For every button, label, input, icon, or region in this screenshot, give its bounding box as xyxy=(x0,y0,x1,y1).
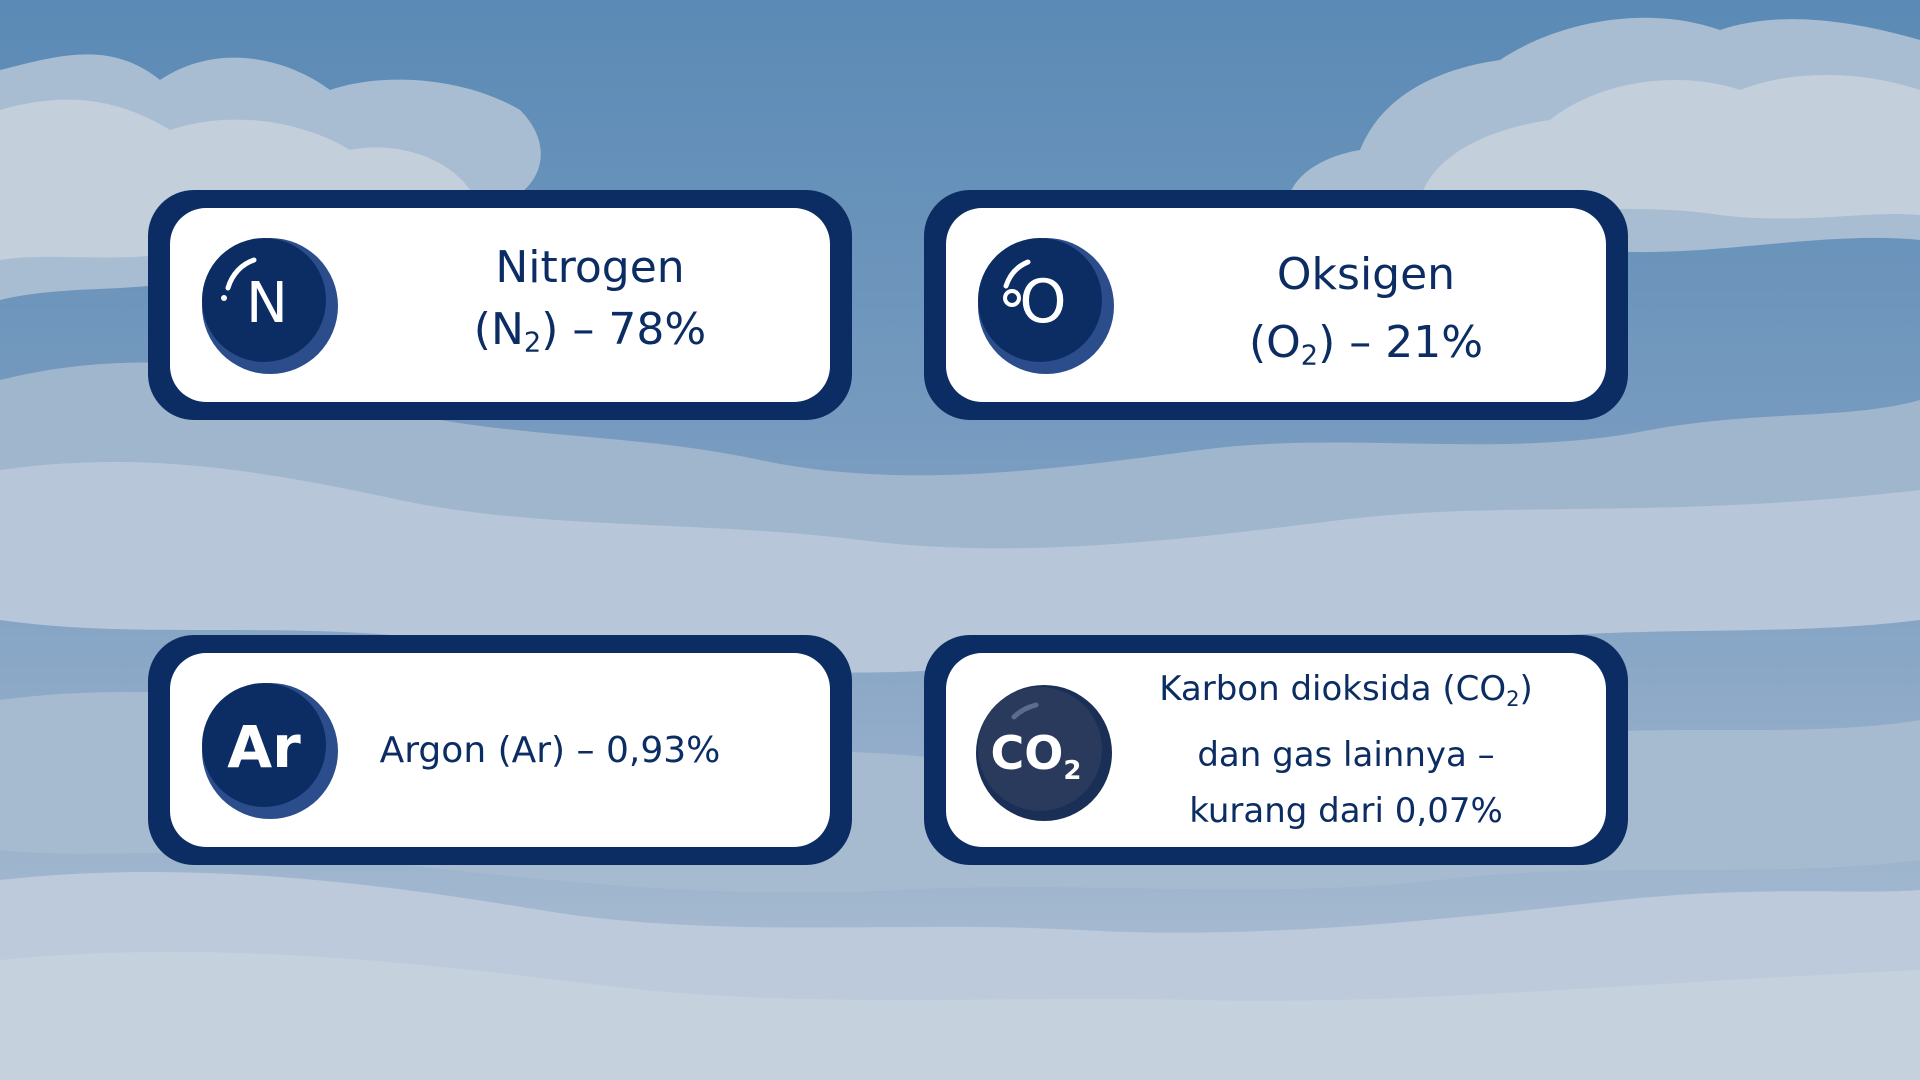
argon-label: Argon (Ar) – 0,93% xyxy=(360,683,740,818)
nitrogen-badge-symbol: N xyxy=(246,271,288,336)
cloud-top-right-inner xyxy=(1420,75,1920,219)
oxygen-title: Oksigen xyxy=(1276,248,1456,300)
cloud-band-bottom-light xyxy=(0,951,1920,1080)
carbon-dioxide-card: CO2 Karbon dioksida (CO2) dan gas lainny… xyxy=(924,635,1628,865)
argon-card-body: Ar Argon (Ar) – 0,93% xyxy=(170,653,830,847)
nitrogen-title: Nitrogen xyxy=(495,241,685,293)
oxygen-card: O Oksigen (O2) – 21% xyxy=(924,190,1628,420)
carbon-dioxide-molecule-icon: CO2 xyxy=(976,685,1112,821)
cloud-band-middle-light xyxy=(0,461,1920,673)
argon-card: Ar Argon (Ar) – 0,93% xyxy=(148,635,852,865)
nitrogen-atom-icon: N xyxy=(202,238,338,374)
oxygen-label: Oksigen (O2) – 21% xyxy=(1136,248,1596,383)
argon-badge-symbol: Ar xyxy=(227,713,301,781)
nitrogen-value: (N2) – 78% xyxy=(473,303,707,359)
carbon-dioxide-card-body: CO2 Karbon dioksida (CO2) dan gas lainny… xyxy=(946,653,1606,847)
carbon-dioxide-title: Karbon dioksida (CO2) xyxy=(1159,669,1533,711)
oxygen-card-body: O Oksigen (O2) – 21% xyxy=(946,208,1606,402)
oxygen-value: (O2) – 21% xyxy=(1248,316,1484,372)
oxygen-badge-symbol: O xyxy=(1019,267,1066,337)
nitrogen-card-body: N Nitrogen (N2) – 78% xyxy=(170,208,830,402)
nitrogen-label: Nitrogen (N2) – 78% xyxy=(360,238,820,373)
carbon-dioxide-line-3: kurang dari 0,07% xyxy=(1189,790,1503,831)
carbon-dioxide-badge-symbol: CO2 xyxy=(991,726,1082,786)
carbon-dioxide-label: Karbon dioksida (CO2) dan gas lainnya – … xyxy=(1111,661,1581,839)
carbon-dioxide-line-2: dan gas lainnya – xyxy=(1197,734,1495,775)
oxygen-atom-icon: O xyxy=(978,238,1114,374)
nitrogen-card: N Nitrogen (N2) – 78% xyxy=(148,190,852,420)
cloud-top-left-inner xyxy=(0,99,470,260)
argon-atom-icon: Ar xyxy=(202,683,338,819)
argon-value: Argon (Ar) – 0,93% xyxy=(379,730,721,771)
